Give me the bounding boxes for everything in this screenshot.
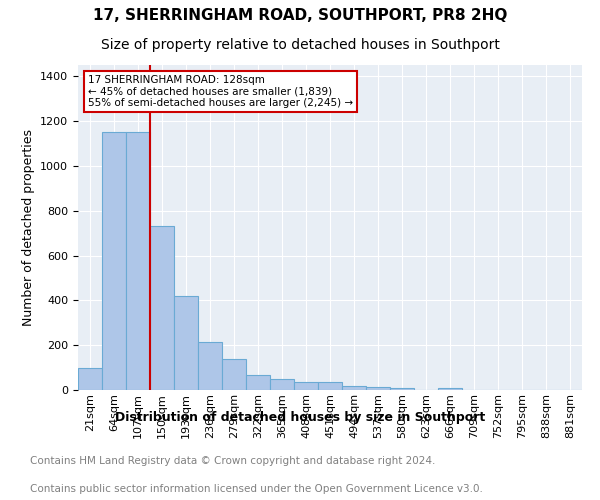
- Bar: [222, 358, 246, 390]
- Bar: [246, 376, 270, 390]
- Bar: [126, 132, 150, 390]
- Bar: [342, 386, 366, 390]
- Text: 17 SHERRINGHAM ROAD: 128sqm
← 45% of detached houses are smaller (1,839)
55% of : 17 SHERRINGHAM ROAD: 128sqm ← 45% of det…: [88, 74, 353, 108]
- Text: Contains public sector information licensed under the Open Government Licence v3: Contains public sector information licen…: [30, 484, 483, 494]
- Y-axis label: Number of detached properties: Number of detached properties: [22, 129, 35, 326]
- Bar: [390, 388, 414, 390]
- Text: Distribution of detached houses by size in Southport: Distribution of detached houses by size …: [115, 410, 485, 424]
- Bar: [150, 226, 174, 390]
- Bar: [174, 296, 198, 390]
- Bar: [198, 342, 222, 390]
- Bar: [318, 382, 342, 390]
- Bar: [78, 368, 102, 390]
- Text: Size of property relative to detached houses in Southport: Size of property relative to detached ho…: [101, 38, 499, 52]
- Bar: [294, 382, 318, 390]
- Text: Contains HM Land Registry data © Crown copyright and database right 2024.: Contains HM Land Registry data © Crown c…: [30, 456, 436, 466]
- Bar: [438, 388, 462, 390]
- Bar: [270, 379, 294, 390]
- Text: 17, SHERRINGHAM ROAD, SOUTHPORT, PR8 2HQ: 17, SHERRINGHAM ROAD, SOUTHPORT, PR8 2HQ: [93, 8, 507, 22]
- Bar: [366, 386, 390, 390]
- Bar: [102, 132, 126, 390]
